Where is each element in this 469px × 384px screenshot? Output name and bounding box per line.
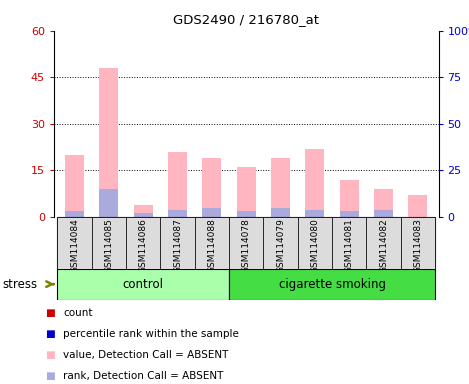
- Bar: [408, 195, 427, 217]
- Bar: [271, 208, 290, 217]
- Bar: [203, 158, 221, 217]
- Text: GSM114081: GSM114081: [345, 218, 354, 273]
- FancyBboxPatch shape: [298, 217, 332, 269]
- Text: GSM114085: GSM114085: [105, 218, 113, 273]
- FancyBboxPatch shape: [195, 217, 229, 269]
- FancyBboxPatch shape: [264, 217, 298, 269]
- Bar: [99, 189, 118, 217]
- FancyBboxPatch shape: [229, 217, 264, 269]
- Bar: [203, 208, 221, 217]
- FancyBboxPatch shape: [92, 217, 126, 269]
- Bar: [305, 210, 325, 217]
- Bar: [374, 189, 393, 217]
- Bar: [237, 211, 256, 217]
- Bar: [340, 211, 359, 217]
- Bar: [168, 210, 187, 217]
- Text: GSM114087: GSM114087: [173, 218, 182, 273]
- Bar: [99, 68, 118, 217]
- Bar: [168, 152, 187, 217]
- FancyBboxPatch shape: [57, 269, 229, 300]
- Text: GDS2490 / 216780_at: GDS2490 / 216780_at: [173, 13, 319, 26]
- FancyBboxPatch shape: [401, 217, 435, 269]
- FancyBboxPatch shape: [57, 217, 92, 269]
- FancyBboxPatch shape: [229, 269, 435, 300]
- Text: percentile rank within the sample: percentile rank within the sample: [63, 329, 239, 339]
- FancyBboxPatch shape: [366, 217, 401, 269]
- Bar: [271, 158, 290, 217]
- Text: GSM114084: GSM114084: [70, 218, 79, 273]
- Text: ■: ■: [45, 329, 54, 339]
- Text: count: count: [63, 308, 93, 318]
- Text: GSM114088: GSM114088: [207, 218, 216, 273]
- Text: stress: stress: [2, 278, 38, 291]
- Text: control: control: [123, 278, 164, 291]
- Bar: [374, 210, 393, 217]
- Text: GSM114082: GSM114082: [379, 218, 388, 273]
- FancyBboxPatch shape: [160, 217, 195, 269]
- Text: cigarette smoking: cigarette smoking: [279, 278, 386, 291]
- Bar: [134, 205, 152, 217]
- Text: GSM114079: GSM114079: [276, 218, 285, 273]
- Text: ■: ■: [45, 350, 54, 360]
- Text: value, Detection Call = ABSENT: value, Detection Call = ABSENT: [63, 350, 229, 360]
- FancyBboxPatch shape: [57, 217, 435, 269]
- Text: GSM114080: GSM114080: [310, 218, 319, 273]
- FancyBboxPatch shape: [126, 217, 160, 269]
- Bar: [340, 180, 359, 217]
- Bar: [237, 167, 256, 217]
- Text: rank, Detection Call = ABSENT: rank, Detection Call = ABSENT: [63, 371, 224, 381]
- FancyBboxPatch shape: [332, 217, 366, 269]
- Text: GSM114078: GSM114078: [242, 218, 251, 273]
- Text: GSM114086: GSM114086: [139, 218, 148, 273]
- Bar: [134, 213, 152, 217]
- Bar: [305, 149, 325, 217]
- Bar: [65, 211, 84, 217]
- Text: ■: ■: [45, 308, 54, 318]
- Text: GSM114083: GSM114083: [413, 218, 423, 273]
- Text: ■: ■: [45, 371, 54, 381]
- Bar: [65, 155, 84, 217]
